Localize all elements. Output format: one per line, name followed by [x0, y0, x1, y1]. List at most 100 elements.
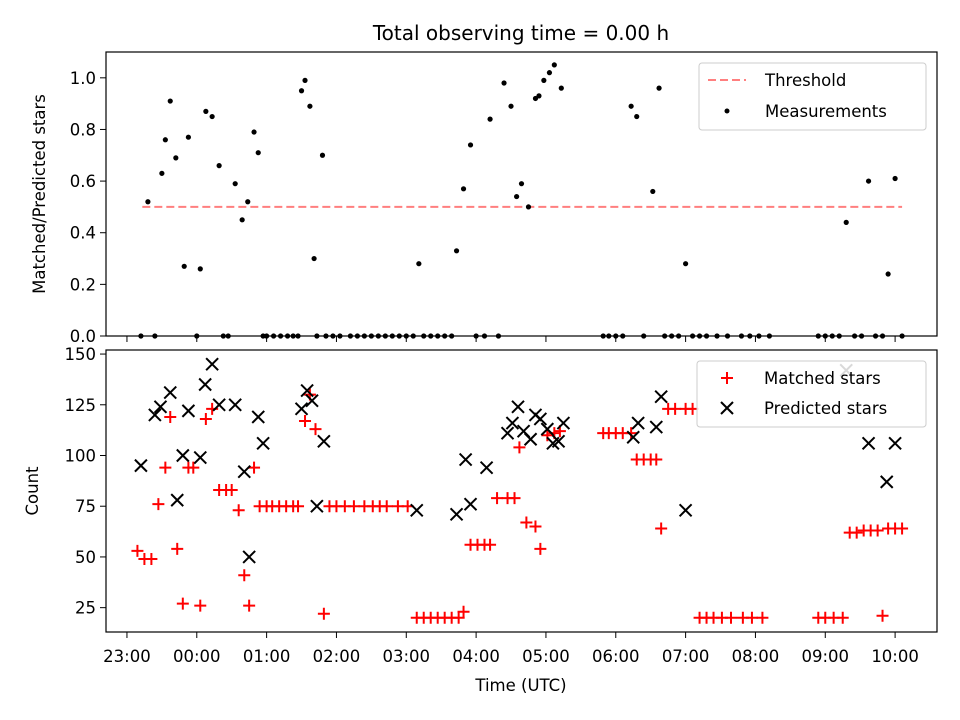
matched-star-point	[187, 461, 200, 474]
predicted-star-point	[300, 383, 314, 398]
measurement-point	[232, 181, 238, 187]
bottom-panel-marks	[131, 357, 909, 624]
predicted-star-point	[134, 458, 148, 473]
top-panel: 0.0 0.2 0.4 0.6 0.8 1.0 Matched/Predicted sta…	[30, 51, 938, 346]
matched-star-point	[836, 611, 849, 624]
predicted-star-point	[479, 460, 494, 475]
measurement-point	[203, 108, 209, 114]
measurement-point	[508, 103, 514, 109]
measurement-point	[558, 85, 564, 91]
legend-predicted-label: Predicted stars	[764, 399, 887, 418]
measurement-point	[656, 85, 662, 91]
predicted-star-point	[242, 550, 256, 564]
matched-star-point	[484, 538, 497, 551]
matched-star-point	[248, 461, 261, 474]
predicted-star-point	[631, 416, 645, 430]
measurement-point	[551, 62, 557, 68]
measurement-point	[173, 155, 179, 161]
measurement-point	[185, 134, 192, 140]
matched-star-point	[317, 607, 330, 620]
matched-star-point	[176, 597, 189, 610]
top-y-tick-label: 0.2	[70, 275, 96, 294]
matched-star-point	[491, 492, 504, 505]
top-y-tick-label: 0.8	[70, 120, 96, 139]
legend-measurements-swatch	[724, 108, 730, 114]
measurement-point	[298, 88, 305, 94]
predicted-star-point	[410, 503, 424, 517]
top-panel-axes: 0.0 0.2 0.4 0.6 0.8 1.0	[70, 69, 896, 346]
legend-threshold-label: Threshold	[764, 71, 846, 90]
bottom-y-tick-label: 75	[75, 497, 96, 516]
matched-star-point	[876, 609, 889, 622]
bottom-y-tick-label: 50	[75, 548, 96, 567]
measurement-point	[251, 129, 257, 135]
predicted-star-point	[880, 475, 894, 489]
predicted-star-point	[310, 499, 324, 513]
predicted-star-point	[237, 465, 251, 479]
predicted-star-point	[256, 436, 270, 451]
predicted-star-point	[540, 422, 555, 436]
measurement-point	[416, 261, 422, 267]
matched-star-point	[225, 483, 238, 496]
x-tick-label: 06:00	[592, 647, 640, 666]
matched-star-point	[171, 542, 184, 555]
measurement-point	[487, 116, 493, 122]
measurement-point	[197, 266, 203, 272]
measurement-point	[467, 142, 474, 148]
bottom-y-tick-label: 25	[75, 599, 96, 618]
top-y-tick-label: 0.0	[70, 327, 96, 346]
x-tick-label: 23:00	[103, 647, 151, 666]
measurement-point	[145, 199, 151, 205]
predicted-star-point	[458, 452, 473, 467]
predicted-star-point	[193, 450, 207, 465]
bottom-panel: 25 50 75 100 125 150 23:00 00:00 01:00 02:00 03:00…	[23, 345, 938, 666]
measurement-point	[209, 113, 215, 120]
chart-title: Total observing time = 0.00 h	[372, 21, 669, 45]
predicted-star-point	[176, 448, 190, 463]
legend-matched-label: Matched stars	[764, 369, 881, 388]
matched-star-point	[625, 427, 638, 440]
matched-star-point	[655, 522, 668, 535]
measurement-point	[536, 93, 542, 99]
measurement-point	[546, 70, 553, 76]
matched-star-point	[164, 410, 177, 423]
top-y-tick-label: 0.4	[70, 224, 96, 243]
measurement-point	[628, 103, 634, 109]
measurement-point	[514, 193, 520, 200]
measurement-point	[311, 255, 317, 262]
bottom-y-tick-label: 150	[65, 345, 97, 364]
matched-star-point	[724, 611, 737, 624]
matched-star-point	[850, 526, 863, 539]
matched-star-point	[309, 423, 322, 436]
matched-star-point	[756, 611, 769, 624]
top-panel-ylabel: Matched/Predicted stars	[30, 94, 49, 294]
predicted-star-point	[163, 385, 177, 400]
top-y-tick-label: 1.0	[70, 69, 96, 88]
measurement-point	[319, 152, 326, 158]
measurement-point	[541, 77, 547, 83]
predicted-star-point	[153, 400, 168, 414]
measurement-point	[162, 137, 168, 143]
predicted-star-point	[505, 416, 520, 430]
x-tick-label: 01:00	[243, 647, 291, 666]
bottom-y-tick-label: 100	[65, 446, 97, 465]
predicted-star-point	[533, 412, 548, 426]
predicted-star-point	[212, 398, 226, 412]
measurement-point	[460, 186, 467, 192]
x-tick-label: 03:00	[382, 647, 430, 666]
predicted-star-point	[463, 497, 478, 511]
matched-star-point	[347, 500, 360, 513]
predicted-star-point	[654, 389, 668, 404]
matched-star-point	[541, 429, 554, 442]
measurement-point	[255, 150, 261, 156]
x-tick-label: 08:00	[732, 647, 780, 666]
measurement-point	[892, 175, 898, 182]
bottom-legend-box	[696, 360, 927, 428]
measurement-point	[181, 263, 187, 269]
measurement-point	[239, 217, 245, 223]
matched-star-point	[452, 611, 465, 624]
bottom-panel-ylabel: Count	[23, 466, 42, 516]
top-panel-frame	[105, 51, 938, 337]
predicted-star-point	[181, 404, 196, 418]
